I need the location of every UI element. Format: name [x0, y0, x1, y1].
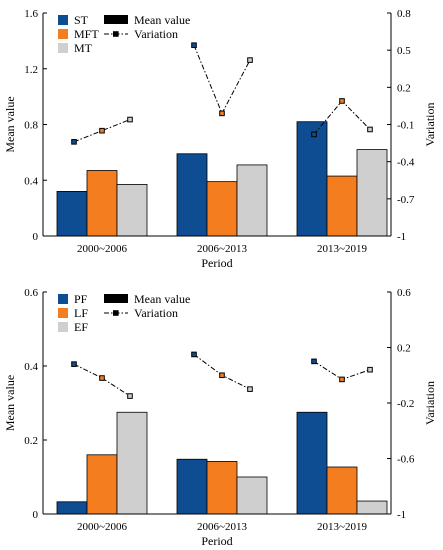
panel2-legend-mean-swatch: [104, 294, 128, 303]
panel1-legend-mean-label: Mean value: [134, 13, 190, 27]
panel1-variation-line-2: [193, 45, 251, 115]
panel1-legend-swatch-mft: [58, 29, 68, 39]
panel2-legend-label-ef: EF: [74, 320, 88, 334]
panel2-bar-lf-2: [206, 461, 238, 515]
panel2-variation-point-2-2: [219, 372, 225, 379]
panel1-variation-point-2-2: [219, 110, 225, 117]
panel1-y-axis-label-right: Variation: [423, 103, 437, 147]
panel1-left-tick-label: 1.2: [24, 64, 38, 76]
panel1-legend-label-st: ST: [74, 13, 89, 27]
panel2-category-label: 2013~2019: [317, 521, 367, 533]
panel2-variation-point-3-2: [339, 376, 345, 383]
panel2-y-axis-label-right: Variation: [423, 381, 437, 425]
panel2-bar-lf-3: [326, 466, 358, 515]
panel1-right-tick-label: -0.4: [397, 157, 415, 169]
panel2-bar-pf-2: [176, 458, 208, 515]
panel1-category-label: 2006~2013: [197, 243, 247, 255]
panel1-left-tick-label: 0.8: [24, 120, 38, 132]
panel2-variation-point-1-2: [99, 375, 105, 381]
panel1-bar-st-2: [176, 153, 208, 237]
panel1-variation-point-3-1: [311, 131, 317, 138]
panel1-right-tick-label: -0.7: [397, 194, 415, 206]
panel1-legend-variation-label: Variation: [134, 27, 178, 41]
panel1-legend-label-mt: MT: [74, 41, 93, 55]
panel1-bar-mft-3: [326, 175, 358, 237]
panel1-category-label: 2000~2006: [77, 243, 127, 255]
panel1-right-tick-label: 0.2: [397, 82, 411, 94]
panel2-category-label: 2006~2013: [197, 521, 247, 533]
panel2-left-tick-label: 0.4: [24, 361, 38, 373]
panel1-right-tick-label: 0.8: [397, 8, 411, 20]
panel1-bar-st-1: [56, 190, 88, 237]
panel2-variation-line-1: [73, 363, 131, 397]
panel2-left-tick-label: 0: [33, 509, 39, 521]
panel2-legend-variation-marker: [113, 310, 119, 316]
panel1-category-label: 2013~2019: [317, 243, 367, 255]
panel2-variation-point-3-3: [367, 366, 373, 373]
panel2-right-tick-label: -1: [397, 509, 406, 521]
panel2-variation-point-3-1: [311, 358, 317, 365]
panel2-variation-point-1-1: [71, 361, 77, 367]
panel1-right-tick-label: 0.5: [397, 45, 411, 57]
panel2-x-axis-label: Period: [201, 534, 232, 548]
panel2-bar-ef-2: [236, 476, 268, 515]
panel2-legend-swatch-ef: [58, 322, 68, 332]
panel1-variation-point-3-3: [367, 126, 373, 133]
panel2-variation-point-2-3: [247, 386, 253, 392]
panel2-legend-swatch-lf: [58, 308, 68, 318]
panel1-left-tick-label: 0: [33, 231, 39, 243]
panel2-variation-line-2: [193, 354, 251, 390]
panel2-legend-swatch-pf: [58, 294, 68, 304]
panel2-bar-pf-1: [56, 501, 88, 515]
panel1-bar-mt-3: [356, 149, 388, 237]
panel1-bar-mft-1: [86, 170, 118, 237]
panel2-bar-pf-3: [296, 411, 328, 515]
panel1-variation-point-1-1: [71, 139, 77, 145]
panel1-legend-label-mft: MFT: [74, 27, 99, 41]
panel1-variation-point-3-2: [339, 98, 345, 104]
panel2-right-tick-label: 0.6: [397, 287, 411, 299]
panel2-right-tick-label: -0.2: [397, 398, 414, 410]
panel1-bar-mft-2: [206, 181, 238, 237]
panel1-left-tick-label: 0.4: [24, 175, 38, 187]
panel2-bar-ef-1: [116, 411, 148, 515]
panel1-left-tick-label: 1.6: [24, 8, 38, 20]
panel1-variation-point-2-1: [191, 42, 197, 49]
panel1-variation-point-2-3: [247, 57, 253, 63]
panel2-legend-label-lf: LF: [74, 306, 88, 320]
panel1-x-axis-label: Period: [201, 256, 232, 270]
panel1-bar-st-3: [296, 121, 328, 237]
panel1-bar-mt-1: [116, 184, 148, 237]
panel2-bar-ef-3: [356, 500, 388, 515]
panel1-legend-variation-marker: [113, 31, 119, 37]
panel2-left-tick-label: 0.2: [24, 435, 38, 447]
panel1-variation-line-1: [73, 119, 131, 143]
panel1-right-tick-label: -0.1: [397, 120, 414, 132]
panel2-bar-lf-1: [86, 454, 118, 515]
panel1-variation-point-1-2: [99, 127, 105, 134]
panel2-legend-variation-label: Variation: [134, 306, 178, 320]
panel2-variation-point-2-1: [191, 351, 197, 358]
panel1-legend-mean-swatch: [104, 15, 128, 24]
panel2-right-tick-label: -0.6: [397, 454, 415, 466]
panel2-category-label: 2000~2006: [77, 521, 127, 533]
panel1-variation-point-1-3: [127, 116, 133, 123]
panel2-variation-point-1-3: [127, 393, 133, 399]
panel1-y-axis-label: Mean value: [3, 96, 17, 152]
panel2-right-tick-label: 0.2: [397, 343, 411, 355]
panel2-y-axis-label: Mean value: [3, 375, 17, 431]
panel2-left-tick-label: 0.6: [24, 287, 38, 299]
panel2-legend-label-pf: PF: [74, 292, 88, 306]
panel1-bar-mt-2: [236, 164, 268, 237]
panel1-legend-swatch-mt: [58, 43, 68, 53]
panel1-legend-swatch-st: [58, 15, 68, 25]
panel2-legend-mean-label: Mean value: [134, 292, 190, 306]
panel1-right-tick-label: -1: [397, 231, 406, 243]
